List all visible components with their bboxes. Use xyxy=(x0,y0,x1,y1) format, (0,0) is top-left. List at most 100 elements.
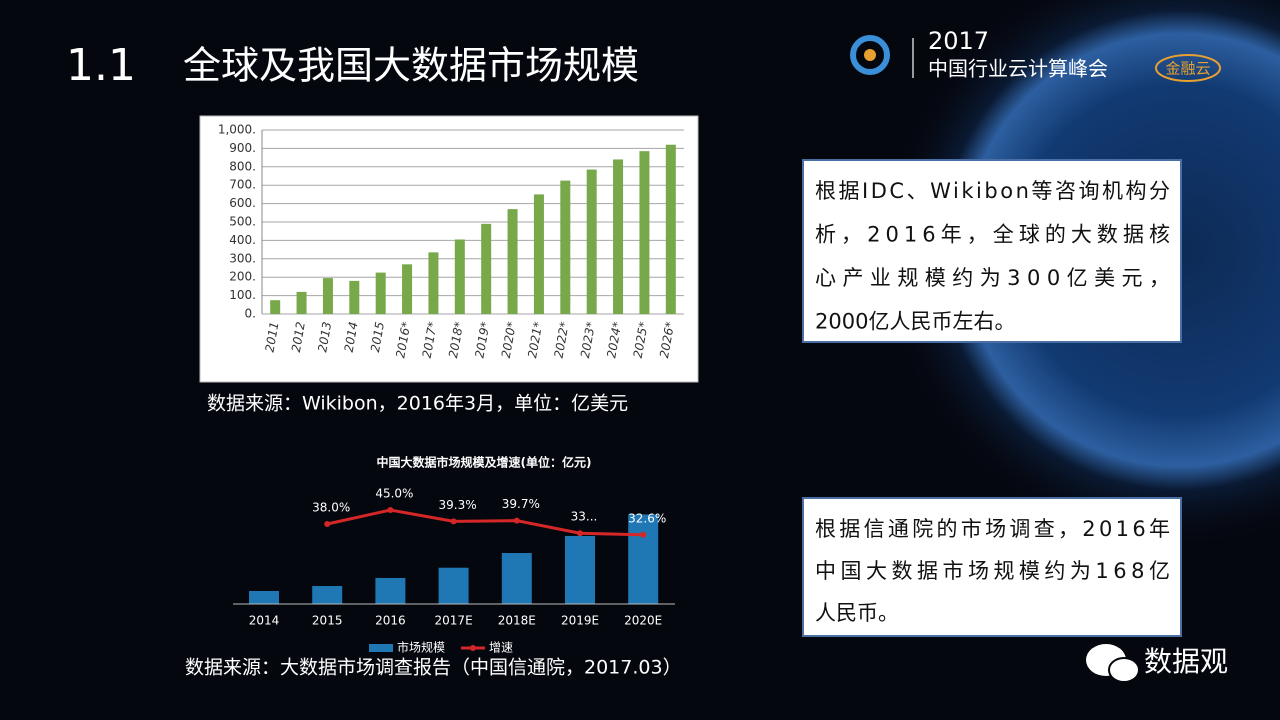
note-text: 根据IDC、Wikibon等咨询机构分析，2016年，全球的大数据核心产业规模约… xyxy=(815,179,1170,334)
x-tick-label: 2022* xyxy=(552,321,572,359)
y-tick-label: 1,000. xyxy=(218,123,256,137)
logo-tag: 金融云 xyxy=(1165,60,1210,78)
y-tick-label: 300. xyxy=(229,251,256,265)
bar xyxy=(613,159,624,314)
x-tick-label: 2016 xyxy=(375,614,406,628)
growth-point xyxy=(577,530,583,537)
bar xyxy=(349,280,360,314)
growth-point xyxy=(387,507,394,513)
note-line: 2000亿人民币左右。 xyxy=(815,310,1015,334)
x-tick-label: 2014 xyxy=(249,614,280,628)
china-market-chart: 中国大数据市场规模及增速(单位：亿元) 2014 2015 2016 2017E 2018… xyxy=(233,455,675,655)
x-tick-label: 2025* xyxy=(631,321,651,359)
logo-event: 中国行业云计算峰会 xyxy=(928,57,1108,81)
x-tick-label: 2018E xyxy=(498,614,536,628)
y-tick-label: 900. xyxy=(229,141,256,155)
y-tick-label: 600. xyxy=(229,196,256,210)
bar xyxy=(322,278,333,314)
x-tick-label: 2013 xyxy=(315,321,334,354)
x-tick-label: 2021* xyxy=(525,321,545,359)
watermark-text: 数据观 xyxy=(1144,645,1228,678)
data-label: 38.0% xyxy=(312,501,350,515)
bar xyxy=(375,577,406,604)
x-tick-label: 2018* xyxy=(446,321,466,359)
x-tick-label: 2020* xyxy=(499,321,519,359)
world-market-chart: 0. 100. 200. 300. 400. 500. 600. 700. 800. 900. 1,… xyxy=(218,123,684,359)
watermark-icon xyxy=(1108,657,1140,683)
x-tick-label: 2017* xyxy=(420,321,440,359)
logo-year: 2017 xyxy=(928,27,989,55)
bar xyxy=(402,264,413,314)
y-tick-label: 500. xyxy=(229,215,256,229)
x-tick-label: 2019E xyxy=(561,614,599,628)
bar xyxy=(296,291,307,314)
x-tick-label: 2016* xyxy=(393,321,413,359)
x-tick-label: 2017E xyxy=(435,614,473,628)
bar xyxy=(312,586,343,604)
note-line: 析，2016年，全球的大数据核 xyxy=(815,223,1170,247)
note-line: 中国大数据市场规模约为168亿 xyxy=(815,559,1170,583)
note-box xyxy=(802,159,1182,343)
section-number: 1.1 xyxy=(66,40,136,91)
bar xyxy=(270,300,281,314)
bar xyxy=(628,514,659,604)
y-tick-label: 700. xyxy=(229,178,256,192)
note-line: 人民币。 xyxy=(815,601,899,625)
bar xyxy=(507,209,518,314)
bar xyxy=(438,567,469,604)
data-label: 45.0% xyxy=(375,487,413,501)
bar xyxy=(639,151,650,314)
growth-point xyxy=(324,521,331,527)
bar xyxy=(501,553,532,604)
bar xyxy=(565,535,595,604)
x-tick-label: 2024* xyxy=(604,321,624,359)
y-tick-label: 400. xyxy=(229,233,256,247)
x-tick-label: 2012 xyxy=(289,321,308,354)
legend-marker xyxy=(470,645,476,651)
logo-cloud xyxy=(1155,54,1221,82)
growth-point xyxy=(450,518,457,525)
x-tick-label: 2015 xyxy=(368,321,387,354)
bar xyxy=(454,239,465,314)
note-line: 根据信通院的市场调查，2016年 xyxy=(815,517,1170,541)
growth-point xyxy=(513,517,520,524)
bar xyxy=(665,144,676,314)
y-tick-label: 200. xyxy=(229,270,256,284)
event-logo: 2017 中国行业云计算峰会 金融云 xyxy=(850,27,1221,82)
source-note: 数据来源：大数据市场调查报告（中国信通院，2017.03） xyxy=(185,657,682,679)
slide-title: 全球及我国大数据市场规模 xyxy=(183,44,639,88)
note-box xyxy=(802,497,1182,637)
bar xyxy=(533,194,544,314)
bar xyxy=(249,590,279,604)
legend-swatch xyxy=(369,644,393,652)
growth-point xyxy=(640,531,647,538)
x-tick-label: 2020E xyxy=(624,614,662,628)
growth-line xyxy=(326,508,644,537)
bar xyxy=(375,272,386,314)
x-tick-label: 2019* xyxy=(472,321,492,359)
legend-label: 增速 xyxy=(489,641,513,655)
bar xyxy=(586,169,597,314)
data-label: 39.7% xyxy=(502,497,540,511)
note-line: 心产业规模约为300亿美元， xyxy=(815,266,1170,290)
x-tick-label: 2011 xyxy=(262,321,281,354)
logo-dot xyxy=(864,49,876,61)
x-tick-label: 2026* xyxy=(657,321,677,359)
y-tick-label: 100. xyxy=(229,288,256,302)
x-tick-label: 2015 xyxy=(312,614,343,628)
y-tick-label: 800. xyxy=(229,159,256,173)
source-note: 数据来源：Wikibon，2016年3月，单位：亿美元 xyxy=(207,393,628,415)
logo-mark xyxy=(850,35,890,75)
chart-title: 中国大数据市场规模及增速(单位：亿元) xyxy=(377,455,592,470)
bar xyxy=(560,180,571,314)
watermark: 数据观 xyxy=(1086,644,1228,683)
x-tick-label: 2023* xyxy=(578,321,598,359)
data-label: 32.6% xyxy=(628,511,666,525)
x-tick-label: 2014 xyxy=(342,321,361,354)
y-tick-label: 0. xyxy=(245,307,256,321)
note-line: 根据IDC、Wikibon等咨询机构分 xyxy=(815,179,1170,203)
legend-label: 市场规模 xyxy=(397,640,445,655)
